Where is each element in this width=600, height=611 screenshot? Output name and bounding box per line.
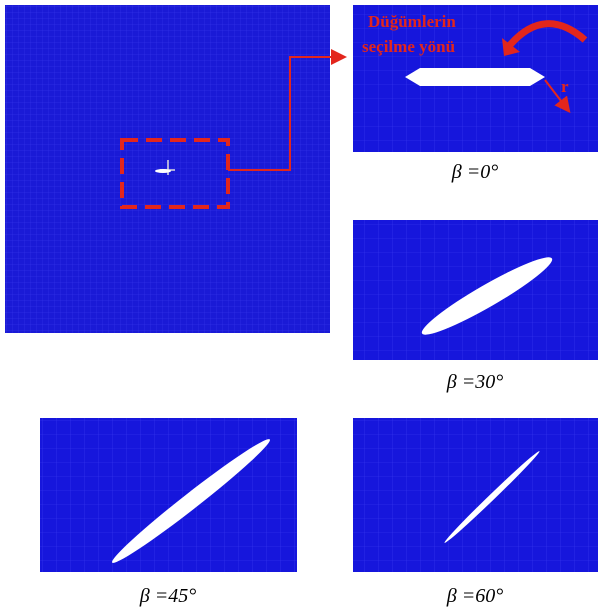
caption: β =0° <box>451 161 498 183</box>
crack <box>155 169 171 173</box>
caption: β =30° <box>446 371 503 393</box>
mesh-panel <box>353 418 598 572</box>
axis-label: r <box>561 77 569 96</box>
mesh-panel <box>40 418 297 572</box>
caption: β =45° <box>139 585 196 607</box>
figure: Düğümlerin seçilme yönü r β =0° β =30° β… <box>0 0 600 611</box>
crack <box>405 68 545 86</box>
callout-text: Düğümlerin <box>368 12 456 31</box>
callout-text: seçilme yönü <box>362 37 455 56</box>
caption: β =60° <box>446 585 503 607</box>
